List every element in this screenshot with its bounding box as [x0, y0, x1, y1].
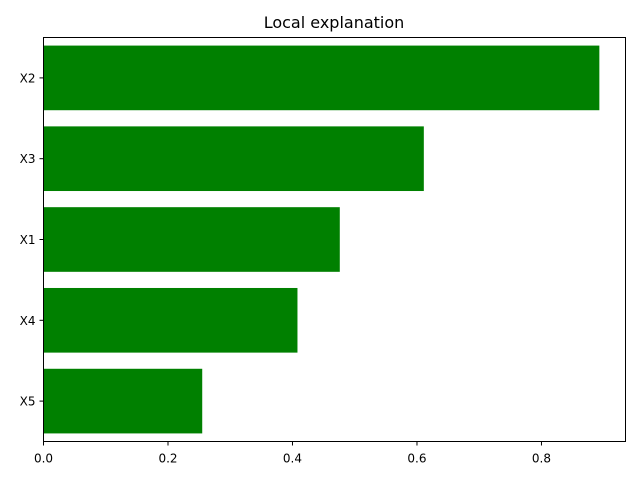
bar-x3: [43, 126, 424, 192]
y-tick-label: X2: [20, 71, 36, 85]
bar-x4: [43, 287, 298, 353]
bar-x2: [43, 45, 600, 111]
x-tick-label: 0.0: [34, 452, 53, 466]
x-tick-label: 0.6: [407, 452, 426, 466]
x-tick-label: 0.2: [158, 452, 177, 466]
y-tick-label: X5: [20, 395, 36, 409]
y-axis-ticks: X2 X3 X1 X4 X5: [20, 71, 44, 409]
y-tick-label: X4: [20, 314, 36, 328]
bar-x5: [43, 368, 203, 434]
x-axis-ticks: 0.0 0.2 0.4 0.6 0.8: [34, 441, 551, 466]
x-tick-label: 0.4: [283, 452, 302, 466]
x-tick-label: 0.8: [532, 452, 551, 466]
bar-x1: [43, 207, 340, 272]
y-tick-label: X1: [20, 233, 36, 247]
chart-title: Local explanation: [264, 13, 405, 32]
bars-group: [43, 45, 600, 434]
y-tick-label: X3: [20, 152, 36, 166]
plot-frame: [43, 37, 626, 442]
